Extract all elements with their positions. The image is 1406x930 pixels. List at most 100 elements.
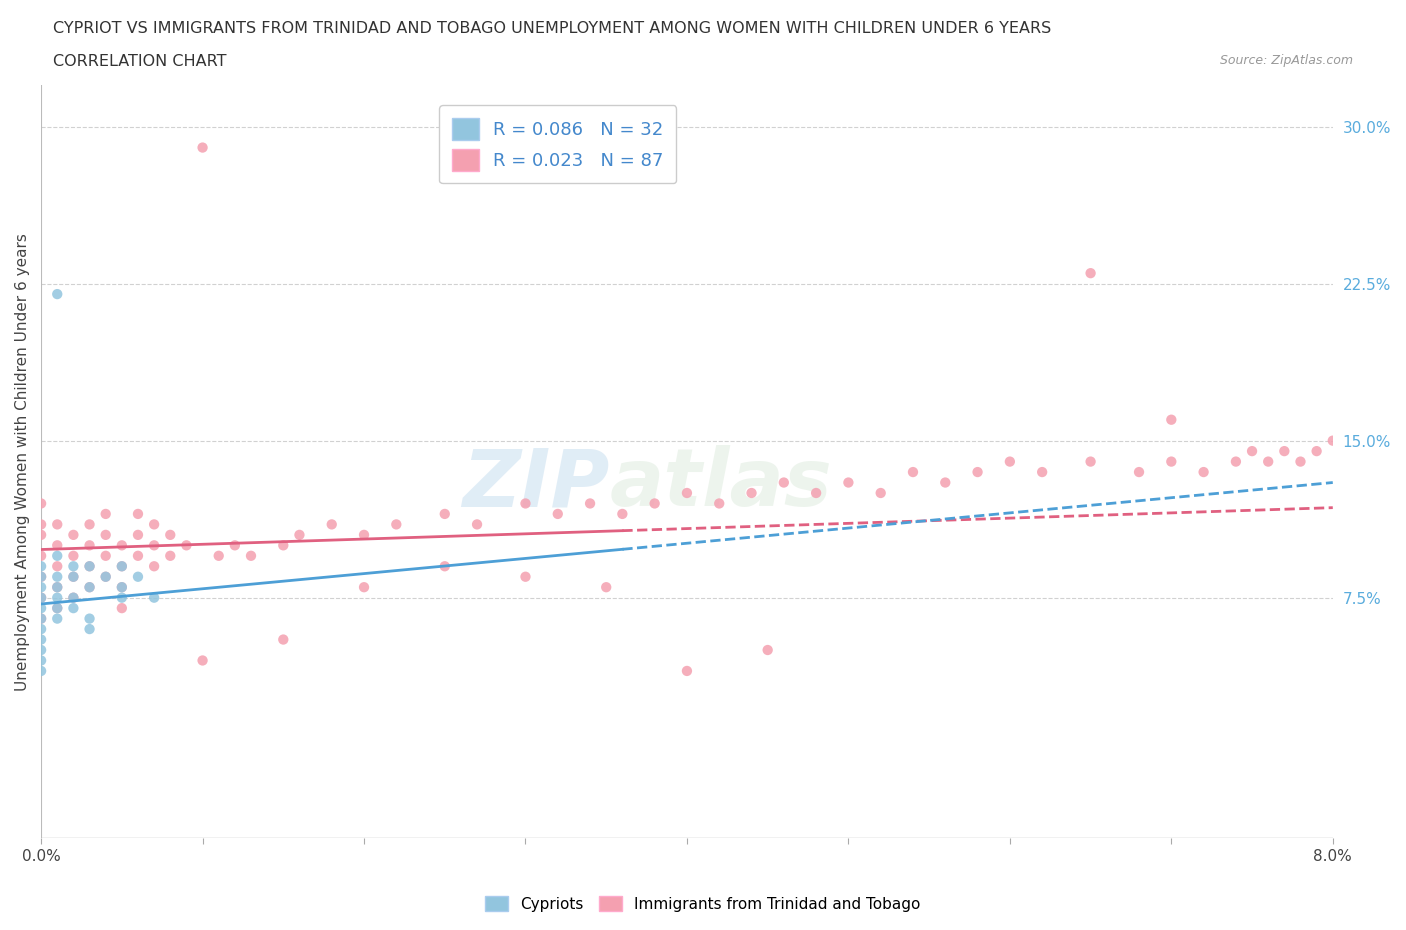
Point [94, 549, 117, 564]
Point [62, 601, 84, 616]
Point [46, 579, 69, 594]
Point [79, 579, 101, 594]
Point [159, 549, 181, 564]
Point [1272, 444, 1295, 458]
Point [288, 527, 311, 542]
Point [353, 527, 375, 542]
Point [1160, 412, 1182, 427]
Point [94, 507, 117, 522]
Point [94, 569, 117, 584]
Point [208, 549, 231, 564]
Point [30, 591, 52, 605]
Point [321, 517, 343, 532]
Point [515, 496, 537, 511]
Legend: Cypriots, Immigrants from Trinidad and Tobago: Cypriots, Immigrants from Trinidad and T… [479, 889, 927, 918]
Point [934, 475, 956, 490]
Point [676, 663, 699, 678]
Point [46, 286, 69, 301]
Point [1322, 433, 1344, 448]
Point [46, 559, 69, 574]
Point [804, 485, 827, 500]
Point [1080, 266, 1102, 281]
Point [79, 559, 101, 574]
Point [111, 601, 134, 616]
Point [111, 559, 134, 574]
Point [46, 579, 69, 594]
Point [30, 496, 52, 511]
Point [1257, 454, 1279, 469]
Point [901, 465, 924, 480]
Point [191, 140, 214, 155]
Point [30, 621, 52, 636]
Point [30, 632, 52, 647]
Point [644, 496, 666, 511]
Point [271, 538, 294, 552]
Point [515, 569, 537, 584]
Point [176, 538, 198, 552]
Point [547, 507, 569, 522]
Point [46, 549, 69, 564]
Point [1160, 454, 1182, 469]
Y-axis label: Unemployment Among Women with Children Under 6 years: Unemployment Among Women with Children U… [15, 232, 30, 691]
Point [30, 663, 52, 678]
Point [46, 601, 69, 616]
Point [191, 653, 214, 668]
Point [79, 611, 101, 626]
Point [1225, 454, 1247, 469]
Text: atlas: atlas [609, 445, 832, 524]
Point [30, 579, 52, 594]
Point [159, 527, 181, 542]
Point [741, 485, 763, 500]
Point [998, 454, 1021, 469]
Point [30, 527, 52, 542]
Point [756, 643, 779, 658]
Point [79, 579, 101, 594]
Point [62, 569, 84, 584]
Point [79, 517, 101, 532]
Point [46, 611, 69, 626]
Point [46, 569, 69, 584]
Point [30, 653, 52, 668]
Point [62, 591, 84, 605]
Point [46, 591, 69, 605]
Text: Source: ZipAtlas.com: Source: ZipAtlas.com [1219, 54, 1353, 67]
Point [709, 496, 731, 511]
Point [62, 527, 84, 542]
Point [271, 632, 294, 647]
Point [966, 465, 988, 480]
Point [79, 538, 101, 552]
Point [1192, 465, 1215, 480]
Point [111, 579, 134, 594]
Point [579, 496, 602, 511]
Legend: R = 0.086   N = 32, R = 0.023   N = 87: R = 0.086 N = 32, R = 0.023 N = 87 [439, 105, 676, 183]
Point [111, 591, 134, 605]
Point [30, 569, 52, 584]
Point [465, 517, 488, 532]
Point [111, 538, 134, 552]
Point [353, 579, 375, 594]
Point [79, 559, 101, 574]
Point [433, 507, 456, 522]
Point [612, 507, 634, 522]
Point [111, 579, 134, 594]
Point [1080, 454, 1102, 469]
Point [143, 591, 166, 605]
Point [143, 517, 166, 532]
Point [224, 538, 246, 552]
Point [46, 517, 69, 532]
Point [240, 549, 263, 564]
Point [30, 611, 52, 626]
Point [127, 527, 149, 542]
Point [30, 549, 52, 564]
Point [62, 569, 84, 584]
Point [127, 507, 149, 522]
Point [94, 527, 117, 542]
Point [433, 559, 456, 574]
Text: CYPRIOT VS IMMIGRANTS FROM TRINIDAD AND TOBAGO UNEMPLOYMENT AMONG WOMEN WITH CHI: CYPRIOT VS IMMIGRANTS FROM TRINIDAD AND … [53, 21, 1052, 36]
Point [94, 569, 117, 584]
Point [46, 601, 69, 616]
Point [676, 485, 699, 500]
Point [1289, 454, 1312, 469]
Point [595, 579, 617, 594]
Text: CORRELATION CHART: CORRELATION CHART [53, 54, 226, 69]
